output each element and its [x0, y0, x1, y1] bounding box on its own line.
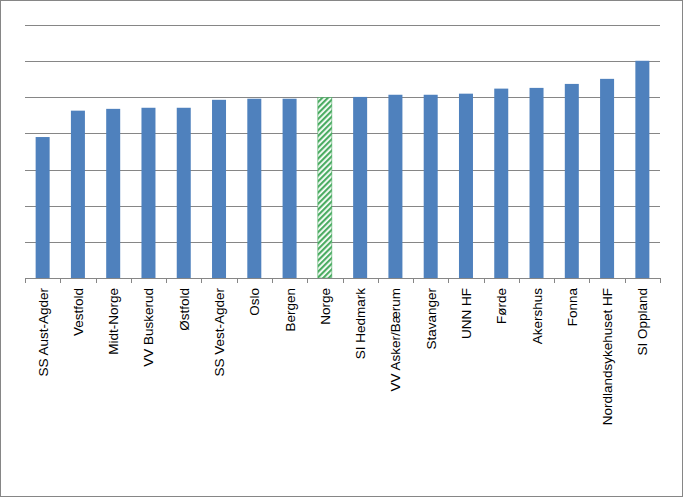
bar [459, 94, 473, 278]
grid-line [25, 278, 660, 279]
category-tick [378, 278, 379, 283]
x-tick-label: Norge [318, 288, 333, 325]
bar [71, 111, 85, 278]
bar [141, 108, 155, 278]
grid-line [25, 61, 660, 62]
x-tick-label: Nordlandsykehuset HF [600, 288, 615, 425]
bar [36, 137, 50, 278]
x-tick-label: SS Vest-Agder [212, 288, 227, 377]
chart: SS Aust-Agder Vestfold Midt-Norge VV Busker… [0, 0, 683, 497]
category-tick [272, 278, 273, 283]
category-tick [237, 278, 238, 283]
category-tick [60, 278, 61, 283]
x-tick-label: Oslo [247, 288, 262, 316]
bar [318, 98, 332, 278]
bar [106, 109, 120, 278]
grid-line [25, 170, 660, 171]
x-tick-label: SI Hedmark [353, 288, 368, 360]
bar [494, 89, 508, 278]
grid-line [25, 242, 660, 243]
x-tick-label: Førde [494, 288, 509, 324]
category-tick [589, 278, 590, 283]
bar [177, 108, 191, 278]
x-tick-label: SS Aust-Agder [36, 288, 51, 377]
x-tick-label: UNN HF [459, 288, 474, 339]
category-tick [554, 278, 555, 283]
bar [424, 95, 438, 278]
bar [565, 84, 579, 278]
category-tick [484, 278, 485, 283]
bar [353, 97, 367, 278]
x-tick-label: VV Buskerud [141, 288, 156, 367]
bar [635, 61, 649, 278]
bar [283, 99, 297, 278]
x-tick-label: Akershus [530, 288, 545, 345]
frame [1, 1, 683, 497]
bar [212, 100, 226, 278]
category-tick [625, 278, 626, 283]
x-axis [25, 278, 660, 279]
grid-line [25, 97, 660, 98]
bar [388, 95, 402, 278]
x-tick-label: Stavanger [424, 288, 439, 350]
category-tick [307, 278, 308, 283]
category-tick [166, 278, 167, 283]
category-tick [96, 278, 97, 283]
x-tick-label: Østfold [177, 288, 192, 331]
x-tick-label: Vestfold [71, 288, 86, 336]
bar [530, 88, 544, 278]
grid-line [25, 133, 660, 134]
category-tick [413, 278, 414, 283]
bar [247, 99, 261, 278]
x-tick-label: Midt-Norge [106, 288, 121, 355]
category-tick [660, 278, 661, 283]
bar [600, 79, 614, 278]
category-tick [131, 278, 132, 283]
x-tick-label: Bergen [283, 288, 298, 332]
x-tick-label: VV Asker/Bærum [388, 288, 403, 392]
category-tick [343, 278, 344, 283]
category-tick [448, 278, 449, 283]
grid-line [25, 25, 660, 26]
x-tick-label: SI Oppland [635, 288, 650, 356]
category-tick [201, 278, 202, 283]
x-tick-label: Fonna [565, 288, 580, 327]
category-tick [25, 278, 26, 283]
category-tick [519, 278, 520, 283]
grid-line [25, 206, 660, 207]
